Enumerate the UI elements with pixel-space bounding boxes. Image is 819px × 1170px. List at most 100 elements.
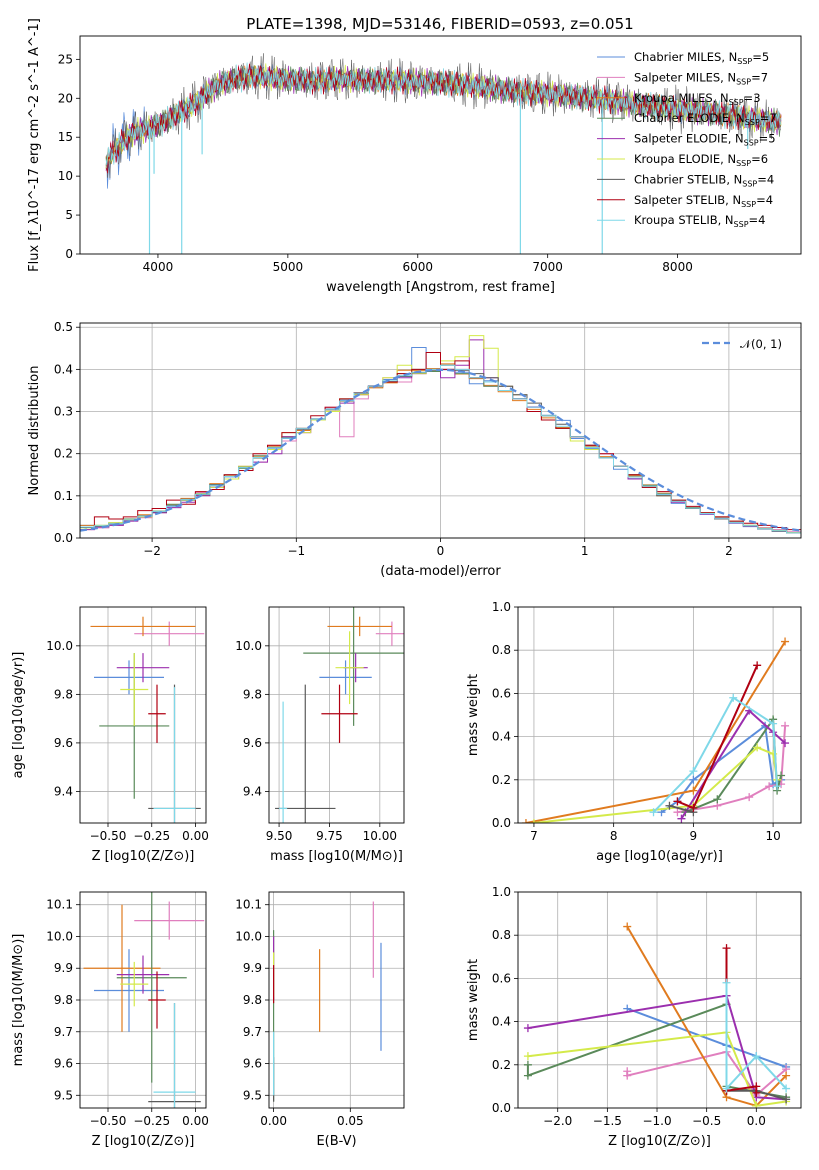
errorbar-point	[120, 653, 149, 726]
y-tick-label: 10.0	[235, 929, 262, 943]
y-axis-label: age [log10(age/yr)]	[11, 652, 26, 779]
legend-entry: Chabrier MILES, NSSP=5	[634, 50, 769, 66]
x-axis-label: wavelength [Angstrom, rest frame]	[326, 280, 555, 295]
x-tick-label: 7000	[532, 260, 563, 274]
y-tick-label: 9.7	[54, 1025, 73, 1039]
errorbar-point	[94, 660, 164, 695]
errorbar-point	[83, 904, 161, 1032]
errorbar-point	[134, 901, 205, 940]
plot-area-weight-vs-Z	[523, 922, 791, 1108]
x-tick-label: 2	[725, 544, 733, 558]
x-tick-label: −0.25	[133, 829, 170, 843]
y-axis-label: Flux [f_λ10^-17 erg cm^-2 s^-1 A^-1]	[27, 18, 42, 272]
y-tick-label: 10	[58, 169, 73, 183]
spectrum-line	[105, 62, 782, 165]
axes-frame	[268, 891, 405, 1109]
axes-frame	[79, 322, 802, 539]
plot-area-age-vs-mass	[275, 607, 404, 823]
weight-marker	[689, 803, 698, 812]
panel-age-vs-mass: 9.50 9.75 10.00 9.4 9.6 9.8 10.0 mass [log10(M/…	[235, 606, 405, 864]
plot-area-weight-vs-age	[521, 637, 790, 823]
weight-marker	[689, 775, 698, 784]
weight-marker	[753, 661, 762, 670]
y-tick-label: 0	[65, 247, 73, 261]
y-tick-label: 9.6	[243, 1057, 262, 1071]
errorbar-point	[148, 971, 166, 1029]
panel-mass-vs-Z: −0.50 −0.25 0.00 9.5 9.6 9.7 9.8 9.9 10.0 10.1 Z […	[11, 891, 209, 1149]
y-tick-label: 0.4	[492, 1015, 511, 1029]
x-axis-label: E(B-V)	[316, 1134, 356, 1149]
axes-frame	[517, 891, 802, 1109]
weight-marker	[781, 721, 790, 730]
legend-entry: Kroupa STELIB, NSSP=4	[634, 213, 766, 229]
y-tick-label: 5	[65, 208, 73, 222]
weight-marker	[523, 1024, 532, 1033]
errorbar-point	[116, 892, 187, 1083]
y-tick-label: 10.1	[46, 898, 73, 912]
y-tick-label: 0.6	[492, 971, 511, 985]
errorbar-point	[90, 616, 196, 637]
x-axis-label: mass [log10(M/M⊙)]	[270, 849, 403, 864]
y-tick-label: 0.8	[492, 928, 511, 942]
errorbar-point	[116, 653, 170, 683]
panel-residuals: −2 −1 0 1 2 0.0 0.1 0.2 0.3 0.4 0.5 (data-model)/er…	[27, 320, 802, 579]
y-tick-label: 9.8	[54, 687, 73, 701]
legend-entry: Kroupa ELODIE, NSSP=6	[634, 152, 768, 168]
y-tick-label: 9.6	[243, 736, 262, 750]
y-tick-label: 10.0	[46, 929, 73, 943]
residual-legend: 𝒩(0, 1)	[702, 337, 782, 351]
normal-curve	[80, 368, 801, 532]
x-tick-label: 9	[690, 829, 698, 843]
weight-marker	[753, 743, 762, 752]
weight-marker	[765, 782, 774, 791]
y-axis-label: mass weight	[466, 674, 481, 756]
plot-area-age-vs-Z	[90, 616, 205, 823]
x-tick-label: 0.05	[337, 1114, 364, 1128]
weight-marker	[752, 1088, 761, 1097]
weight-marker	[782, 1095, 791, 1104]
y-tick-label: 9.9	[54, 961, 73, 975]
x-tick-label: 0.00	[182, 829, 209, 843]
y-tick-label: 0.0	[54, 531, 73, 545]
weight-marker	[665, 801, 674, 810]
errorbar-point	[319, 660, 372, 695]
x-tick-label: 8	[610, 829, 618, 843]
y-tick-label: 0.0	[492, 1101, 511, 1115]
x-axis-label: Z [log10(Z/Z⊙)]	[92, 1134, 195, 1149]
x-tick-label: 1	[581, 544, 589, 558]
errorbar-point	[153, 1003, 196, 1108]
x-tick-label: 0.00	[260, 1114, 287, 1128]
weight-line	[677, 725, 787, 814]
x-tick-label: −0.25	[133, 1114, 170, 1128]
weight-marker	[781, 739, 790, 748]
figure-title: PLATE=1398, MJD=53146, FIBERID=0593, z=0…	[246, 15, 633, 33]
weight-marker	[722, 978, 731, 987]
weight-marker	[729, 693, 738, 702]
y-tick-label: 0.4	[54, 362, 73, 376]
weight-marker	[722, 1084, 731, 1093]
weight-marker	[752, 1052, 761, 1061]
y-tick-label: 0.2	[492, 773, 511, 787]
weight-line	[527, 994, 787, 1101]
errorbar-point	[94, 949, 164, 1032]
weight-marker	[689, 767, 698, 776]
weight-line	[626, 926, 787, 1107]
plot-area-mass-vs-ebv	[273, 901, 382, 1102]
x-tick-label: −2.0	[543, 1114, 572, 1128]
x-tick-label: −0.5	[692, 1114, 721, 1128]
weight-marker	[521, 819, 530, 823]
weight-marker	[752, 1101, 761, 1108]
weight-line	[525, 641, 786, 823]
y-tick-label: 20	[58, 91, 73, 105]
x-tick-label: −0.50	[90, 1114, 127, 1128]
legend-entry: Kroupa MILES, NSSP=3	[634, 91, 761, 107]
errorbar-point	[148, 684, 166, 743]
weight-marker	[523, 1052, 532, 1061]
plot-area-residuals	[80, 335, 801, 538]
panel-mass-vs-ebv: 0.00 0.05 9.5 9.6 9.7 9.8 9.9 10.0 10.1 E(B-V)	[235, 891, 405, 1149]
panel-age-vs-Z: −0.50 −0.25 0.00 9.4 9.6 9.8 10.0 Z [log10(Z/Z⊙…	[11, 606, 209, 864]
legend-entry: Chabrier ELODIE, NSSP=7	[634, 111, 777, 127]
x-tick-label: 10.00	[363, 829, 397, 843]
weight-marker	[523, 1071, 532, 1080]
weight-marker	[689, 786, 698, 795]
